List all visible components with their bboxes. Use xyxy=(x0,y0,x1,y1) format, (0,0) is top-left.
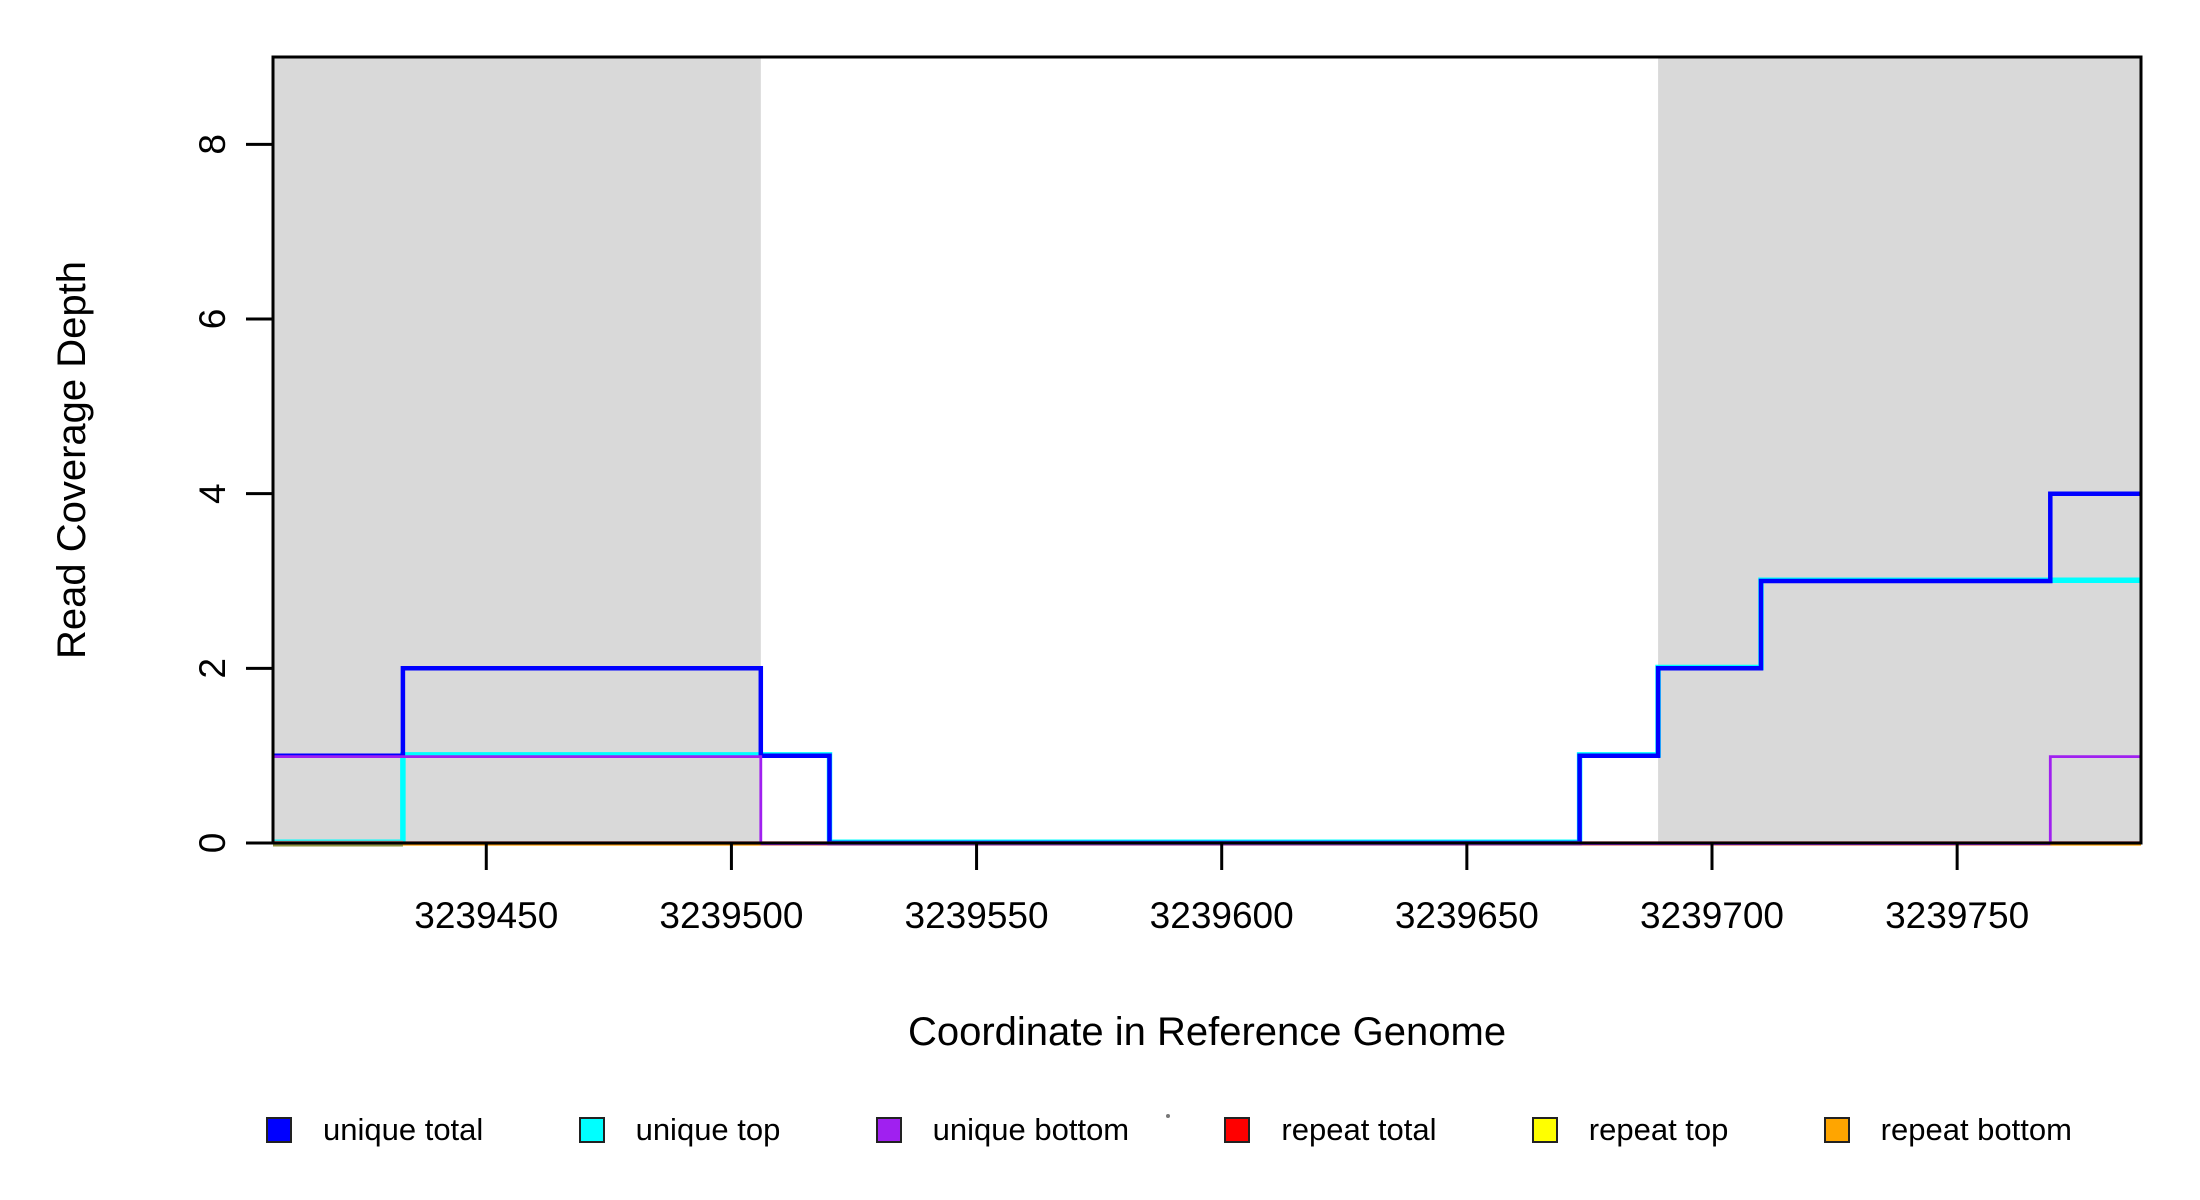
legend-label: unique top xyxy=(635,1112,781,1147)
x-tick-label: 3239550 xyxy=(905,895,1049,936)
legend-label: repeat bottom xyxy=(1880,1112,2072,1147)
legend-label: unique bottom xyxy=(932,1112,1130,1147)
x-axis-title: Coordinate in Reference Genome xyxy=(908,1010,1506,1054)
left-gray-band xyxy=(273,57,761,843)
y-tick-label: 0 xyxy=(192,833,233,854)
x-tick-label: 3239750 xyxy=(1885,895,2029,936)
legend-label: repeat top xyxy=(1588,1112,1729,1147)
legend-item-repeat-total: repeat total xyxy=(1224,1112,1437,1148)
right-gray-band xyxy=(1658,57,2141,843)
y-axis-title: Read Coverage Depth xyxy=(50,261,94,659)
y-tick-label: 4 xyxy=(192,483,233,504)
legend-item-unique-bottom: unique bottom xyxy=(875,1112,1130,1148)
y-axis-tick-labels: 0 2 4 6 8 xyxy=(192,134,233,853)
x-tick-label: 3239500 xyxy=(659,895,803,936)
legend-label: unique total xyxy=(323,1112,484,1147)
legend-item-unique-total: unique total xyxy=(266,1112,483,1148)
y-tick-label: 8 xyxy=(192,134,233,155)
y-tick-label: 6 xyxy=(192,309,233,330)
x-axis-tick-labels: 3239450 3239500 3239550 3239600 3239650 … xyxy=(414,895,2029,936)
axes-layer xyxy=(246,55,2143,870)
x-tick-label: 3239450 xyxy=(414,895,558,936)
legend-item-repeat-top: repeat top xyxy=(1531,1112,1729,1148)
legend-item-unique-top: unique top xyxy=(578,1112,781,1148)
legend-label: repeat total xyxy=(1281,1112,1437,1147)
plot-box xyxy=(271,55,2143,845)
x-tick-label: 3239600 xyxy=(1150,895,1294,936)
legend-swatch-unique-bottom xyxy=(875,1117,902,1143)
legend-item-repeat-bottom: repeat bottom xyxy=(1823,1112,2072,1148)
legend-swatch-unique-total xyxy=(266,1117,292,1143)
x-tick-label: 3239650 xyxy=(1395,895,1539,936)
stray-dot-mark xyxy=(1166,1114,1170,1118)
series-line-unique-total xyxy=(273,491,2141,846)
legend-swatch-repeat-top xyxy=(1531,1117,1558,1143)
y-tick-label: 2 xyxy=(192,658,233,679)
shaded-regions-layer xyxy=(273,57,2141,843)
legend: unique total unique top unique bottom re… xyxy=(266,1108,2072,1152)
legend-swatch-unique-top xyxy=(578,1117,605,1143)
x-tick-label: 3239700 xyxy=(1640,895,1784,936)
legend-swatch-repeat-bottom xyxy=(1823,1117,1850,1143)
legend-swatch-repeat-total xyxy=(1224,1117,1251,1143)
